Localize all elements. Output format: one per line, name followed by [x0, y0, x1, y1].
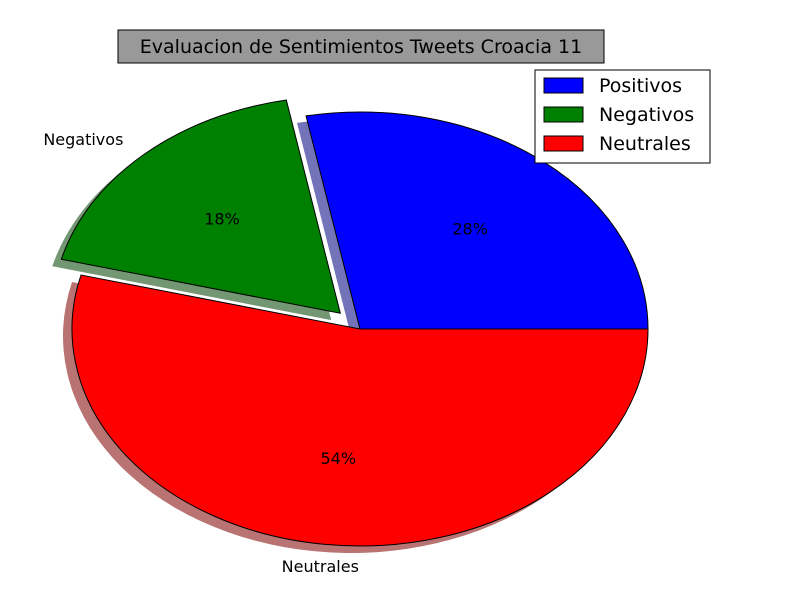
slice-neutrales: [71, 274, 649, 547]
legend-swatch-neutrales: [543, 135, 584, 152]
legend-label-neutrales: Neutrales: [599, 133, 691, 155]
percent-label-positivos: 28%: [452, 220, 488, 239]
percent-labels: 28% 18% 54%: [204, 209, 488, 468]
legend-label-positivos: Positivos: [599, 75, 682, 97]
pie-slices: [60, 99, 649, 547]
title-box: [117, 29, 605, 64]
legend-swatch-positivos: [543, 77, 584, 94]
legend: Positivos Negativos Neutrales: [534, 69, 711, 164]
outer-labels: Negativos Neutrales: [43, 130, 359, 576]
slice-negativos: [60, 99, 341, 314]
outer-label-neutrales: Neutrales: [282, 557, 359, 576]
legend-swatch-negativos: [543, 106, 584, 123]
title-text: Evaluacion de Sentimientos Tweets Croaci…: [140, 36, 582, 58]
chart-title: Evaluacion de Sentimientos Tweets Croaci…: [117, 29, 605, 64]
outer-label-negativos: Negativos: [43, 130, 123, 149]
percent-label-negativos: 18%: [204, 209, 240, 228]
percent-label-neutrales: 54%: [321, 449, 357, 468]
legend-label-negativos: Negativos: [599, 104, 694, 126]
